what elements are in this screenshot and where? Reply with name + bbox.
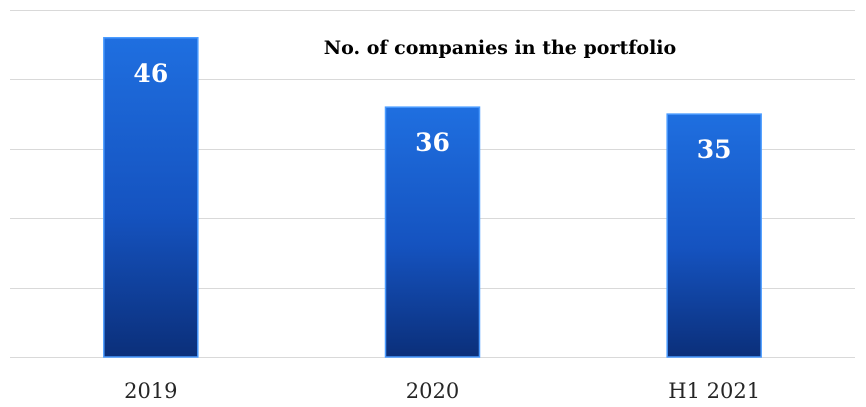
- bars: [103, 37, 762, 358]
- bar-2019: [103, 37, 199, 358]
- data-label: 36: [415, 128, 450, 157]
- bar-2020: [384, 106, 481, 358]
- chart-title: No. of companies in the portfolio: [324, 37, 676, 59]
- data-label: 46: [133, 59, 168, 88]
- bar-h1-2021: [666, 113, 762, 358]
- x-tick-label: 2020: [406, 379, 459, 403]
- data-labels: 46 36 35: [133, 59, 731, 164]
- data-label: 35: [697, 135, 732, 164]
- x-tick-label: 2019: [124, 379, 177, 403]
- x-tick-label: H1 2021: [668, 379, 760, 403]
- x-axis-ticks: 2019 2020 H1 2021: [124, 379, 760, 403]
